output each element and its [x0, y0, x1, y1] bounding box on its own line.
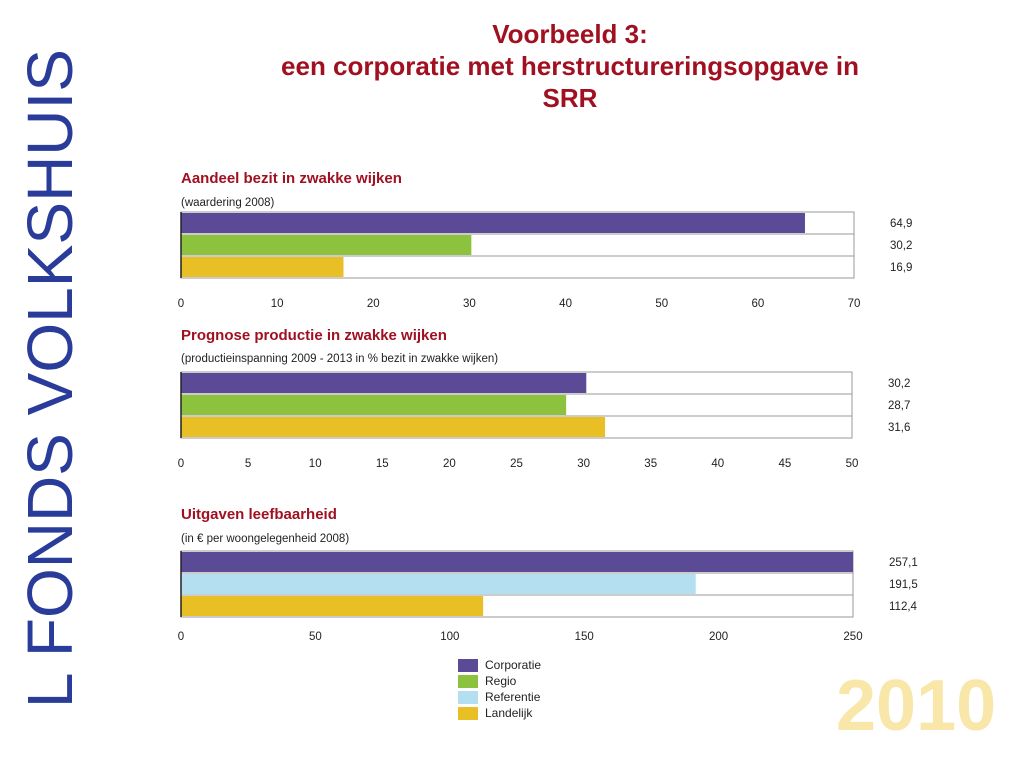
bar-corporatie	[181, 373, 587, 393]
tick-label: 30	[577, 458, 590, 470]
slide-title-line-3: SRR	[542, 83, 598, 113]
chart-subtitle: (waardering 2008)	[181, 197, 275, 209]
data-label: 31,6	[888, 422, 910, 434]
data-label: 30,2	[890, 240, 912, 252]
tick-label: 40	[559, 298, 572, 310]
legend-label: Regio	[485, 674, 517, 688]
tick-label: 10	[309, 458, 322, 470]
bar-corporatie	[181, 213, 805, 233]
legend-label: Referentie	[485, 690, 541, 704]
tick-label: 0	[178, 631, 184, 643]
tick-label: 200	[709, 631, 728, 643]
tick-label: 100	[440, 631, 459, 643]
data-label: 191,5	[889, 579, 918, 591]
tick-label: 30	[463, 298, 476, 310]
bar-regio	[181, 395, 567, 415]
legend-label: Corporatie	[485, 658, 542, 672]
chart-subtitle: (productieinspanning 2009 - 2013 in % be…	[181, 353, 498, 365]
slide-title: Voorbeeld 3: een corporatie met herstruc…	[160, 18, 980, 114]
tick-label: 5	[245, 458, 251, 470]
tick-label: 50	[846, 458, 859, 470]
chart-title: Uitgaven leefbaarheid	[181, 506, 337, 523]
tick-label: 10	[271, 298, 284, 310]
data-label: 30,2	[888, 378, 910, 390]
legend-item: Corporatie	[458, 657, 541, 673]
legend-item: Landelijk	[458, 705, 541, 721]
data-label: 16,9	[890, 262, 912, 274]
bar-landelijk	[181, 417, 606, 437]
tick-label: 50	[309, 631, 322, 643]
tick-label: 50	[655, 298, 668, 310]
tick-label: 150	[575, 631, 594, 643]
tick-label: 0	[178, 298, 184, 310]
legend-swatch	[458, 658, 478, 672]
tick-label: 40	[711, 458, 724, 470]
chart-subtitle: (in € per woongelegenheid 2008)	[181, 533, 349, 545]
tick-label: 45	[779, 458, 792, 470]
tick-label: 20	[443, 458, 456, 470]
data-label: 28,7	[888, 400, 910, 412]
tick-label: 35	[644, 458, 657, 470]
data-label: 112,4	[889, 601, 918, 613]
tick-label: 70	[848, 298, 861, 310]
bar-regio	[181, 235, 472, 255]
legend-swatch	[458, 706, 478, 720]
tick-label: 0	[178, 458, 184, 470]
slide-title-line-1: Voorbeeld 3:	[492, 19, 648, 49]
legend-label: Landelijk	[485, 706, 533, 720]
data-label: 257,1	[889, 557, 918, 569]
tick-label: 20	[367, 298, 380, 310]
legend-item: Referentie	[458, 689, 541, 705]
chart-title: Aandeel bezit in zwakke wijken	[181, 170, 402, 187]
legend-swatch	[458, 690, 478, 704]
legend: Corporatie Regio Referentie Landelijk	[458, 657, 541, 721]
bar-landelijk	[181, 596, 484, 616]
tick-label: 15	[376, 458, 389, 470]
tick-label: 25	[510, 458, 523, 470]
chart-title: Prognose productie in zwakke wijken	[181, 327, 447, 344]
bar-referentie	[181, 574, 696, 594]
data-label: 64,9	[890, 218, 912, 230]
tick-label: 250	[843, 631, 862, 643]
slide-title-line-2: een corporatie met herstructureringsopga…	[281, 51, 859, 81]
bar-corporatie	[181, 552, 853, 572]
bar-landelijk	[181, 257, 344, 277]
tick-label: 60	[751, 298, 764, 310]
legend-item: Regio	[458, 673, 541, 689]
legend-swatch	[458, 674, 478, 688]
year-watermark: 2010	[836, 666, 997, 746]
